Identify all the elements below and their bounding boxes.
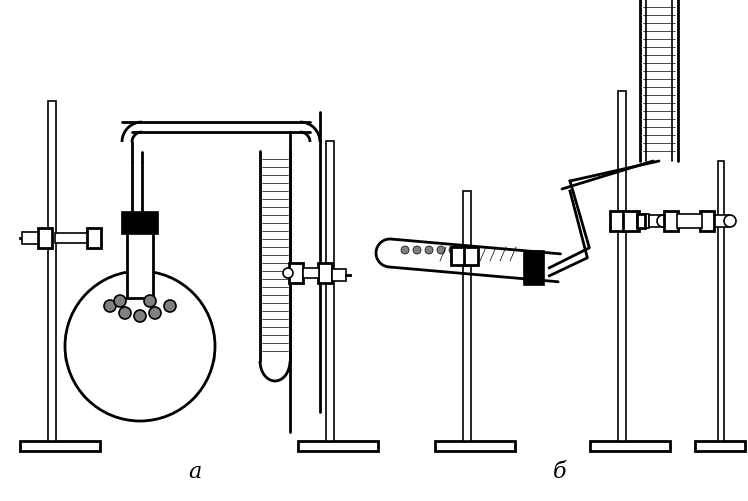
Circle shape xyxy=(119,308,131,319)
Circle shape xyxy=(401,246,409,255)
Bar xyxy=(677,214,702,228)
Circle shape xyxy=(149,308,161,319)
Bar xyxy=(649,215,663,227)
Text: a: a xyxy=(188,460,202,482)
Polygon shape xyxy=(65,346,215,421)
Bar xyxy=(332,270,346,282)
Bar xyxy=(610,211,624,231)
Bar xyxy=(451,247,465,266)
Bar xyxy=(715,215,729,227)
Bar xyxy=(435,441,515,451)
Bar xyxy=(623,211,639,231)
Bar xyxy=(590,441,670,451)
Bar xyxy=(38,228,52,248)
Bar xyxy=(55,233,95,243)
Circle shape xyxy=(461,246,469,255)
Bar xyxy=(20,441,100,451)
Bar xyxy=(618,92,626,441)
Bar xyxy=(464,247,478,266)
Bar xyxy=(122,212,158,234)
Bar xyxy=(718,162,724,441)
Bar xyxy=(298,441,378,451)
Circle shape xyxy=(724,215,736,227)
Bar xyxy=(637,214,649,228)
Bar xyxy=(326,142,334,441)
Bar xyxy=(524,252,545,285)
Circle shape xyxy=(425,246,433,255)
Bar xyxy=(289,264,303,284)
Bar xyxy=(22,232,38,244)
Circle shape xyxy=(114,296,126,308)
Text: б: б xyxy=(554,460,567,482)
Bar xyxy=(637,214,645,228)
Bar xyxy=(318,264,332,284)
Bar xyxy=(700,211,714,231)
Circle shape xyxy=(65,272,215,421)
Circle shape xyxy=(283,269,293,279)
Circle shape xyxy=(104,301,116,313)
Circle shape xyxy=(134,311,146,322)
Bar xyxy=(127,226,153,299)
Circle shape xyxy=(413,246,421,255)
Circle shape xyxy=(164,301,176,313)
Bar xyxy=(664,211,678,231)
Bar xyxy=(48,102,56,441)
Bar xyxy=(87,228,101,248)
Bar xyxy=(303,269,319,279)
Bar xyxy=(695,441,745,451)
Circle shape xyxy=(144,296,156,308)
Circle shape xyxy=(657,215,669,227)
Bar xyxy=(463,191,471,441)
Circle shape xyxy=(449,246,457,255)
Circle shape xyxy=(437,246,445,255)
